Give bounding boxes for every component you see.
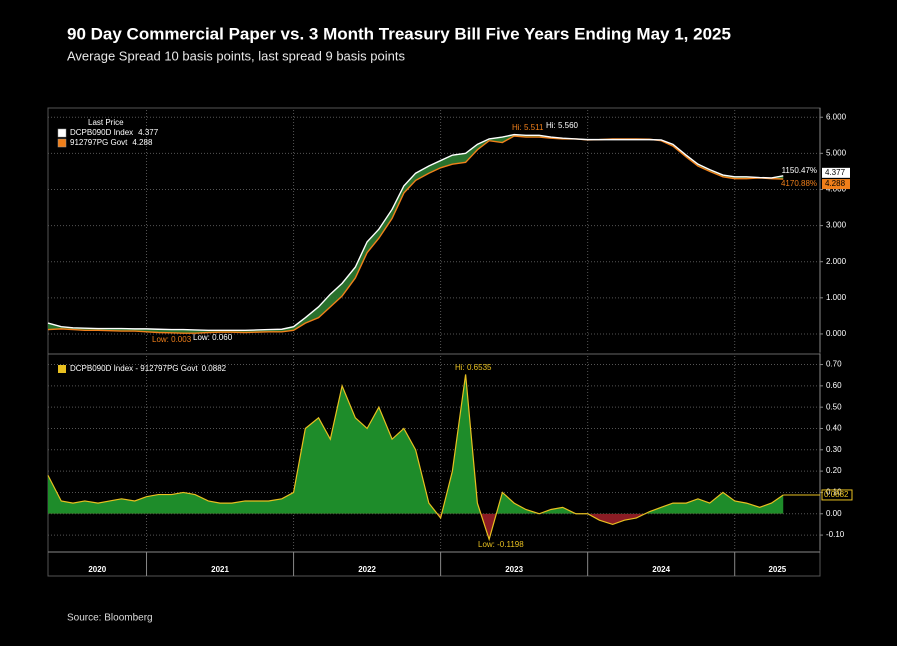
title: 90 Day Commercial Paper vs. 3 Month Trea… [67,24,731,43]
legend-value: 4.288 [132,138,153,147]
legend-swatch [58,365,66,373]
legend-label: DCPB090D Index [70,128,133,137]
y-tick-label: 0.000 [826,329,847,338]
x-tick-label: 2024 [652,565,670,574]
annotation: Hi: 5.560 [546,121,579,130]
legend-label: DCPB090D Index - 912797PG Govt [70,364,198,373]
y-tick-label: 0.70 [826,360,842,369]
series-line [47,133,784,332]
last-value-label: 4.377 [825,168,846,177]
x-tick-label: 2021 [211,565,229,574]
y-tick-label: 1.000 [826,293,847,302]
y-tick-label: 0.40 [826,424,842,433]
spread-fill [48,134,784,334]
legend-value: 0.0882 [202,364,227,373]
y-tick-label: 5.000 [826,148,847,157]
last-value-box [822,179,850,190]
last-value-label: 0.0882 [824,490,849,499]
annotation: Low: 0.060 [193,333,233,342]
legend-swatch [57,128,67,138]
x-tick-label: 2025 [768,565,786,574]
y-tick-label: 0.10 [826,488,842,497]
y-tick-label: 4.000 [826,185,847,194]
source: Source: Bloomberg [67,613,153,624]
negative-area [437,513,646,540]
y-tick-label: 0.20 [826,466,842,475]
y-tick-label: 0.00 [826,509,842,518]
x-tick-label: 2020 [88,565,106,574]
annotation: Low: 0.003 [152,335,192,344]
annotation: Hi: 5.511 [512,123,544,132]
positive-area [48,374,784,514]
y-tick-label: 6.000 [826,112,847,121]
legend-title: Last Price [88,118,124,127]
annotation: Low: -0.1198 [478,540,524,549]
annotation: 1150.47% [782,166,817,175]
last-value-box [822,167,850,178]
y-tick-label: 0.30 [826,445,842,454]
y-tick-label: 0.60 [826,381,842,390]
last-value-label: 4.288 [825,179,846,188]
last-value-box [821,489,853,501]
y-tick-label: 3.000 [826,221,847,230]
legend-swatch [57,138,67,148]
annotation: Hi: 0.6535 [455,363,492,372]
series-line [47,374,784,542]
x-tick-label: 2023 [505,565,523,574]
subtitle: Average Spread 10 basis points, last spr… [67,48,405,63]
y-tick-label: 2.000 [826,257,847,266]
x-tick-label: 2022 [358,565,376,574]
legend-value: 4.377 [138,128,159,137]
legend-label: 912797PG Govt [70,138,128,147]
y-tick-label: 0.50 [826,402,842,411]
y-tick-label: -0.10 [826,530,845,539]
annotation: 4170.88% [781,179,817,188]
